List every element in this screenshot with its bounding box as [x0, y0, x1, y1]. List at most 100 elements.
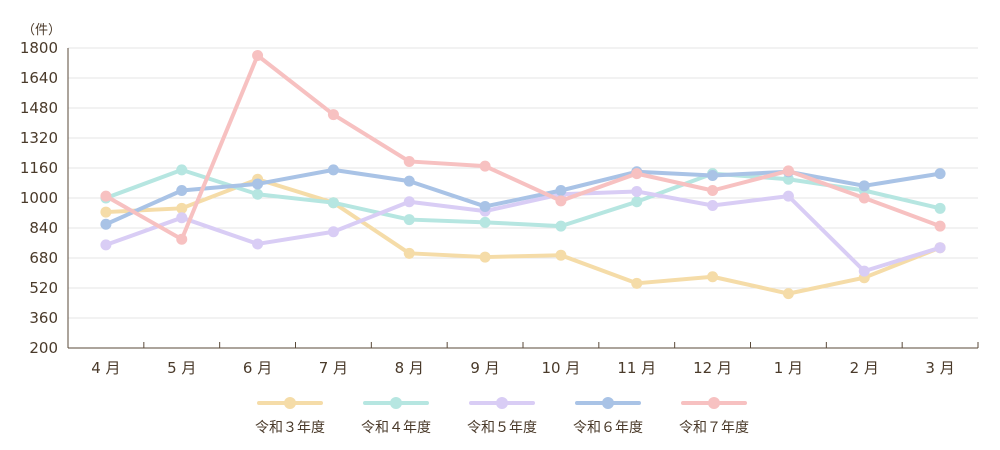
series-3	[100, 185, 946, 277]
data-point	[100, 218, 112, 230]
x-tick-label: 12 月	[693, 359, 732, 377]
data-point	[479, 160, 491, 172]
series-4	[100, 164, 946, 230]
legend-item: 令和４年度	[361, 397, 431, 436]
legend-label: 令和３年度	[255, 420, 325, 436]
data-point	[176, 164, 188, 176]
y-tick-label: 1480	[20, 99, 58, 117]
data-point	[100, 239, 112, 251]
data-point	[479, 251, 491, 263]
legend-label: 令和５年度	[467, 420, 537, 436]
data-point	[403, 155, 415, 167]
legend-item: 令和５年度	[467, 397, 537, 436]
y-tick-label: 840	[29, 219, 58, 237]
data-point	[100, 206, 112, 218]
data-point	[707, 170, 719, 181]
data-point	[252, 178, 264, 190]
legend-swatch-marker	[602, 397, 614, 409]
y-tick-label: 1640	[20, 69, 58, 87]
data-point	[403, 214, 415, 226]
data-point	[631, 277, 643, 289]
legend-label: 令和４年度	[361, 420, 431, 436]
x-tick-label: 1 月	[774, 359, 803, 377]
data-point	[100, 190, 112, 202]
legend-item: 令和７年度	[679, 397, 749, 436]
data-point	[479, 216, 491, 228]
y-tick-label: 680	[29, 249, 58, 267]
x-tick-label: 7 月	[319, 359, 348, 377]
data-point	[631, 168, 643, 180]
series-1	[100, 173, 946, 300]
series-lines	[100, 50, 946, 300]
legend-swatch-marker	[708, 397, 720, 409]
data-point	[631, 196, 643, 208]
x-tick-label: 5 月	[167, 359, 196, 377]
data-point	[707, 185, 719, 196]
data-point	[934, 168, 946, 180]
data-point	[934, 242, 946, 254]
data-point	[782, 165, 794, 177]
data-point	[631, 185, 643, 197]
legend-swatch-marker	[284, 397, 296, 409]
y-tick-label: 200	[29, 339, 58, 357]
data-point	[176, 202, 188, 214]
data-point	[858, 192, 870, 204]
data-point	[782, 190, 794, 202]
data-point	[555, 220, 567, 232]
legend-item: 令和３年度	[255, 397, 325, 436]
data-point	[252, 238, 264, 250]
y-axis-unit-label: （件）	[22, 23, 61, 38]
data-point	[934, 220, 946, 232]
legend: 令和３年度 令和４年度 令和５年度 令和６年度 令和７年度	[255, 397, 749, 436]
series-line	[103, 167, 943, 227]
legend-item: 令和６年度	[573, 397, 643, 436]
data-point	[479, 200, 491, 212]
data-point	[327, 226, 339, 238]
legend-swatch-marker	[496, 397, 508, 409]
data-point	[176, 185, 188, 196]
data-point	[176, 212, 188, 224]
data-point	[252, 188, 264, 200]
x-tick-label: 10 月	[541, 359, 580, 377]
data-point	[858, 265, 870, 277]
legend-label: 令和７年度	[679, 420, 749, 436]
legend-label: 令和６年度	[573, 420, 643, 436]
series-line	[103, 53, 943, 242]
x-tick-label: 11 月	[617, 359, 656, 377]
data-point	[327, 164, 339, 176]
y-axis-ticks: 200 360 520 680 840 1000 1160 1320 1480 1640 1800	[20, 39, 58, 357]
axes	[67, 48, 979, 349]
data-point	[403, 175, 415, 187]
data-point	[707, 200, 719, 211]
x-tick-label: 8 月	[395, 359, 424, 377]
legend-swatch-marker	[390, 397, 402, 409]
data-point	[555, 195, 567, 207]
x-tick-label: 2 月	[850, 359, 879, 377]
data-point	[327, 109, 339, 121]
y-tick-label: 1320	[20, 129, 58, 147]
data-point	[176, 233, 188, 245]
data-point	[934, 202, 946, 214]
y-tick-label: 360	[29, 309, 58, 327]
x-tick-label: 4 月	[91, 359, 120, 377]
data-point	[782, 288, 794, 300]
data-point	[707, 271, 719, 283]
series-5	[100, 50, 946, 245]
series-line	[103, 189, 943, 274]
x-tick-label: 3 月	[925, 359, 954, 377]
data-point	[327, 197, 339, 209]
data-point	[403, 247, 415, 259]
x-tick-label: 9 月	[470, 359, 499, 377]
data-point	[252, 50, 264, 61]
x-axis-ticks: 4 月 5 月 6 月 7 月 8 月 9 月 10 月 11 月 12 月 1 月 2 月 3 月	[91, 359, 954, 377]
y-tick-label: 1800	[20, 39, 58, 57]
x-tick-label: 6 月	[243, 359, 272, 377]
data-point	[858, 180, 870, 192]
data-point	[555, 185, 567, 196]
data-point	[555, 249, 567, 261]
y-tick-label: 1000	[20, 189, 58, 207]
y-tick-label: 520	[29, 279, 58, 297]
y-tick-label: 1160	[20, 159, 58, 177]
series-line	[103, 167, 943, 229]
